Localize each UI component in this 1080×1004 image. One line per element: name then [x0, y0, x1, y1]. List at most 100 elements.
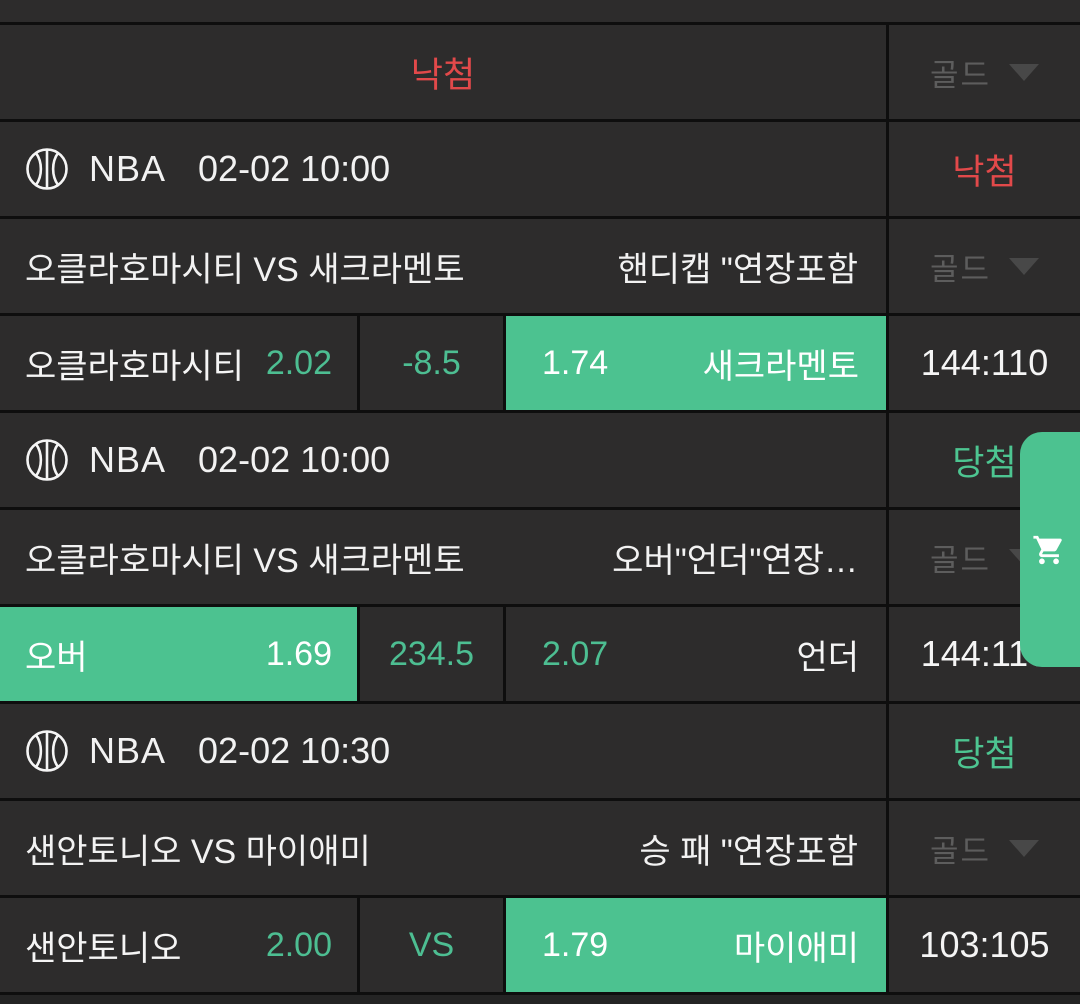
game-result-badge: 당첨	[952, 443, 1017, 483]
divider	[886, 316, 889, 410]
under-odds-value: 2.07	[542, 634, 609, 673]
match-title: 샌안토니오 VS 마이애미	[25, 832, 371, 871]
draw-option[interactable]: VS	[360, 898, 503, 992]
home-odds-value: 2.02	[265, 343, 332, 382]
under-label: 언더	[796, 638, 859, 677]
game-header-cell: NBA 02-02 10:00	[0, 122, 886, 216]
vs-label: VS	[408, 925, 455, 964]
bet-result-label: 낙첨	[410, 55, 476, 95]
total-line-option[interactable]: 234.5	[360, 607, 503, 701]
cart-button[interactable]	[1020, 432, 1080, 667]
match-cell: 오클라호마시티 VS 새크라멘토 핸디캡 "연장포함	[0, 219, 886, 313]
handicap-value: -8.5	[402, 343, 461, 382]
league-label: NBA	[89, 439, 167, 480]
divider	[886, 219, 889, 313]
bet-result-cell: 낙첨	[0, 25, 886, 119]
over-odds-option-selected[interactable]: 오버 1.69	[0, 607, 357, 701]
coin-dropdown-label: 골드	[929, 833, 992, 869]
divider	[886, 510, 889, 604]
market-label: 오버"언더"연장…	[612, 541, 858, 580]
divider	[886, 607, 889, 701]
coin-dropdown[interactable]: 골드	[929, 826, 1040, 871]
league-label: NBA	[89, 148, 167, 189]
score-value: 103:105	[919, 924, 1050, 965]
market-label: 핸디캡 "연장포함	[617, 250, 858, 289]
game-datetime: 02-02 10:00	[198, 148, 391, 189]
game-header-row: NBA 02-02 10:00 낙첨	[0, 122, 1080, 216]
coin-dropdown[interactable]: 골드	[929, 244, 1040, 289]
previous-row-partial	[0, 0, 1080, 22]
coin-type-cell[interactable]: 골드	[889, 25, 1080, 119]
next-row-partial	[0, 995, 1080, 1004]
shopping-cart-icon	[1033, 535, 1062, 564]
match-row: 오클라호마시티 VS 새크라멘토 오버"언더"연장… 골드	[0, 510, 1080, 604]
match-cell: 샌안토니오 VS 마이애미 승 패 "연장포함	[0, 801, 886, 895]
divider	[886, 122, 889, 216]
over-label: 오버	[25, 638, 88, 677]
match-title: 오클라호마시티 VS 새크라멘토	[25, 541, 465, 580]
away-team-label: 새크라멘토	[702, 347, 859, 386]
home-team-label: 오클라호마시티	[25, 347, 244, 386]
coin-dropdown-label: 골드	[929, 251, 992, 287]
game-datetime: 02-02 10:30	[198, 730, 391, 771]
game-result-cell: 낙첨	[889, 122, 1080, 216]
game-result-badge: 낙첨	[952, 152, 1017, 192]
divider	[357, 607, 360, 701]
home-odds-option[interactable]: 오클라호마시티 2.02	[0, 316, 357, 410]
odds-row: 오클라호마시티 2.02 -8.5 1.74 새크라멘토 144:110	[0, 316, 1080, 410]
league-label: NBA	[89, 730, 167, 771]
game-header-cell: NBA 02-02 10:00	[0, 413, 886, 507]
basketball-icon	[26, 439, 68, 481]
game-header-cell: NBA 02-02 10:30	[0, 704, 886, 798]
chevron-down-icon	[1009, 63, 1040, 81]
divider	[886, 801, 889, 895]
under-odds-option[interactable]: 2.07 언더	[506, 607, 886, 701]
game-header-row: NBA 02-02 10:00 당첨	[0, 413, 1080, 507]
coin-type-cell[interactable]: 골드	[889, 801, 1080, 895]
score-value: 144:110	[920, 342, 1049, 383]
away-odds-option-selected[interactable]: 1.74 새크라멘토	[506, 316, 886, 410]
divider	[503, 316, 506, 410]
home-odds-option[interactable]: 샌안토니오 2.00	[0, 898, 357, 992]
basketball-icon	[26, 730, 68, 772]
divider	[886, 898, 889, 992]
away-odds-option-selected[interactable]: 1.79 마이애미	[506, 898, 886, 992]
market-label: 승 패 "연장포함	[639, 832, 858, 871]
match-row: 오클라호마시티 VS 새크라멘토 핸디캡 "연장포함 골드	[0, 219, 1080, 313]
home-odds-value: 2.00	[265, 925, 332, 964]
match-title: 오클라호마시티 VS 새크라멘토	[25, 250, 465, 289]
odds-row: 오버 1.69 234.5 2.07 언더 144:110	[0, 607, 1080, 701]
total-line-value: 234.5	[388, 634, 475, 673]
handicap-option[interactable]: -8.5	[360, 316, 503, 410]
coin-type-cell[interactable]: 골드	[889, 219, 1080, 313]
final-score: 103:105	[889, 898, 1080, 992]
game-header-row: NBA 02-02 10:30 당첨	[0, 704, 1080, 798]
result-row: 낙첨 골드	[0, 25, 1080, 119]
away-team-label: 마이애미	[733, 929, 859, 968]
match-row: 샌안토니오 VS 마이애미 승 패 "연장포함 골드	[0, 801, 1080, 895]
divider	[886, 413, 889, 507]
divider	[886, 704, 889, 798]
game-result-cell: 당첨	[889, 704, 1080, 798]
match-cell: 오클라호마시티 VS 새크라멘토 오버"언더"연장…	[0, 510, 886, 604]
chevron-down-icon	[1009, 257, 1040, 275]
over-odds-value: 1.69	[265, 634, 332, 673]
home-team-label: 샌안토니오	[25, 929, 182, 968]
final-score: 144:110	[889, 316, 1080, 410]
game-datetime: 02-02 10:00	[198, 439, 391, 480]
odds-row: 샌안토니오 2.00 VS 1.79 마이애미 103:105	[0, 898, 1080, 992]
coin-dropdown-label: 골드	[929, 542, 992, 578]
divider	[357, 898, 360, 992]
divider	[886, 25, 889, 119]
away-odds-value: 1.79	[542, 925, 609, 964]
divider	[503, 607, 506, 701]
coin-dropdown[interactable]: 골드	[929, 50, 1040, 95]
coin-dropdown-label: 골드	[929, 57, 992, 93]
game-result-badge: 당첨	[952, 734, 1017, 774]
chevron-down-icon	[1009, 839, 1040, 857]
divider	[357, 316, 360, 410]
divider	[503, 898, 506, 992]
away-odds-value: 1.74	[542, 343, 609, 382]
basketball-icon	[26, 148, 68, 190]
